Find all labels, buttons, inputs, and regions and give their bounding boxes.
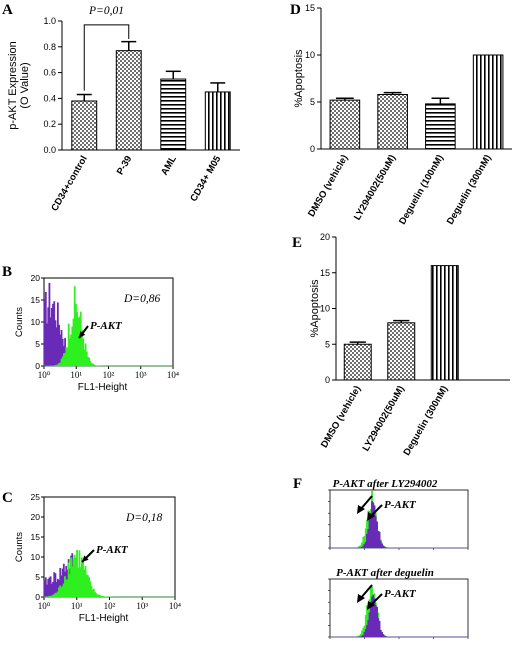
bar <box>377 93 408 150</box>
arrow-head <box>79 331 86 338</box>
panel-letter: B <box>2 264 12 280</box>
arrow-head <box>357 594 365 603</box>
bar <box>329 99 361 150</box>
panel-F: F P-AKT after LY294002 P-AKT P-AKT after de… <box>293 476 469 639</box>
y-axis-label: Counts <box>14 307 25 337</box>
panel-D: D %Apoptosis 0 5 10 15 DMSO (vehicle) LY294002(… <box>290 2 512 227</box>
inset-title: P-AKT after deguelin <box>336 567 434 579</box>
histogram-series-green <box>43 549 175 598</box>
bar <box>430 265 459 381</box>
y-tick-label: 20 <box>31 512 41 522</box>
y-tick-label: 10 <box>31 552 41 562</box>
arrow-head <box>367 601 375 610</box>
panel-letter: C <box>2 490 13 506</box>
y-tick-label: 25 <box>31 492 41 502</box>
x-tick-label: 10³ <box>135 370 147 380</box>
p-akt-label: P-AKT <box>90 320 123 332</box>
x-tick-label: 10² <box>103 370 115 380</box>
y-tick-label: 0.6 <box>43 68 56 78</box>
panel-B: B 0 5 10 15 20 10⁰ 10¹ 10² 10³ 10⁴ FL1-Height Counts… <box>2 264 179 393</box>
y-tick-label: 15 <box>31 532 41 542</box>
y-tick-label: 5 <box>310 97 315 107</box>
histogram-series-green <box>44 286 173 367</box>
y-tick-label: 5 <box>35 339 40 349</box>
y-tick-label: 20 <box>31 273 41 283</box>
bar <box>204 91 231 151</box>
y-tick-label: 0 <box>325 375 330 385</box>
bar <box>160 78 187 151</box>
bar <box>343 343 372 381</box>
category-label: P-39 <box>115 154 135 177</box>
y-tick-label: 0.2 <box>43 119 56 129</box>
y-axis-label: p-AKT Expression <box>7 41 19 129</box>
x-axis-label: FL1-Height <box>78 382 128 393</box>
p-akt-label: P-AKT <box>96 544 129 556</box>
x-tick-label: 10⁴ <box>169 601 181 611</box>
y-tick-label: 10 <box>305 50 315 60</box>
bar <box>115 50 142 151</box>
bar <box>387 322 416 381</box>
y-tick-label: 10 <box>320 304 330 314</box>
category-label: Deguelin (300nM) <box>401 384 450 458</box>
x-tick-label: 10⁴ <box>167 370 179 380</box>
bar <box>425 103 456 150</box>
inset-series-purple <box>330 594 468 638</box>
p-akt-label: P-AKT <box>384 588 417 600</box>
category-label: DMSO (vehicle) <box>319 384 363 450</box>
y-tick-label: 15 <box>305 3 315 13</box>
bar <box>472 54 504 150</box>
y-tick-label: 5 <box>35 572 40 582</box>
category-label: Deguelin (100nM) <box>397 153 446 227</box>
category-label: Deguelin (300nM) <box>445 153 494 227</box>
p-akt-label: P-AKT <box>384 499 417 511</box>
x-tick-label: 10¹ <box>71 601 83 611</box>
p-value-annotation: P=0,01 <box>88 5 124 17</box>
arrow-head <box>367 512 375 521</box>
y-tick-label: 10 <box>31 317 41 327</box>
panel-letter: A <box>2 2 13 18</box>
y-tick-label: 0 <box>35 361 40 371</box>
panel-letter: F <box>293 476 302 492</box>
inset-series-purple <box>330 501 468 549</box>
panel-A: Ap-AKT Expression (O Value) 0.0 0.2 0.4 0.6 0.… <box>2 2 240 213</box>
panel-letter: D <box>290 2 301 18</box>
arrow-head <box>82 555 89 562</box>
category-label: AML <box>159 154 179 177</box>
y-tick-label: 15 <box>31 295 41 305</box>
category-label: LY294002(50uM) <box>352 153 398 222</box>
y-tick-label: 15 <box>320 268 330 278</box>
x-axis-label: FL1-Height <box>79 613 129 624</box>
y-axis-label: %Apoptosis <box>309 279 321 338</box>
category-label: CD34+control <box>49 154 90 213</box>
y-tick-label: 5 <box>325 339 330 349</box>
x-tick-label: 10² <box>104 601 116 611</box>
panel-C: C 0 5 10 15 20 25 10⁰ 10¹ 10² 10³ 10⁴ FL1-Height Coun… <box>2 490 181 624</box>
y-tick-label: 1.0 <box>43 16 56 26</box>
x-tick-label: 10³ <box>136 601 148 611</box>
y-tick-label: 0.8 <box>43 42 56 52</box>
y-axis-label: Counts <box>14 532 25 562</box>
category-label: CD34+ M05 <box>188 153 223 203</box>
inset-title: P-AKT after LY294002 <box>333 478 438 490</box>
y-tick-label: 0.4 <box>43 93 56 103</box>
x-tick-label: 10¹ <box>70 370 82 380</box>
y-tick-label: 0.0 <box>43 145 56 155</box>
y-axis-label: (O Value) <box>19 62 31 108</box>
x-tick-label: 10⁰ <box>38 370 51 380</box>
arrow-head <box>357 505 365 514</box>
x-tick-label: 10⁰ <box>38 601 51 611</box>
category-label: DMSO (vehicle) <box>306 153 350 219</box>
y-axis-label: %Apoptosis <box>293 49 305 108</box>
y-tick-label: 0 <box>35 592 40 602</box>
panel-letter: E <box>292 235 302 251</box>
d-value-annotation: D=0,18 <box>125 512 162 524</box>
y-tick-label: 20 <box>320 232 330 242</box>
category-label: LY294002(50uM) <box>361 384 407 453</box>
panel-E: E %Apoptosis 0 5 10 15 20 DMSO (vehicle)LY29400… <box>292 232 510 458</box>
significance-bracket <box>83 24 130 91</box>
bar <box>71 100 98 151</box>
d-value-annotation: D=0,86 <box>123 293 160 305</box>
y-tick-label: 0 <box>310 144 315 154</box>
